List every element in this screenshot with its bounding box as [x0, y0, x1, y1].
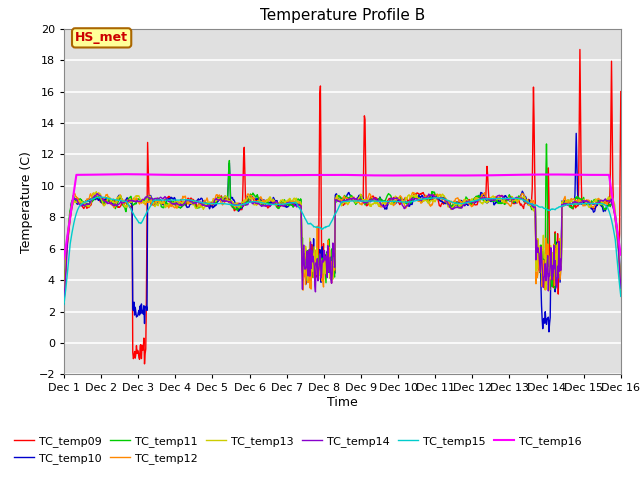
TC_temp10 [60, 300, 68, 306]
TC_temp15 [457, 201, 465, 206]
TC_temp09 [541, 258, 549, 264]
TC_temp14 [122, 198, 129, 204]
TC_temp10 [541, 320, 548, 326]
TC_temp12 [121, 200, 129, 205]
TC_temp16 [617, 252, 625, 258]
TC_temp10 [479, 192, 487, 198]
TC_temp12 [541, 287, 549, 293]
TC_temp13 [122, 204, 129, 209]
TC_temp13 [617, 288, 625, 294]
TC_temp09 [121, 199, 129, 205]
TC_temp10 [456, 200, 464, 205]
TC_temp14 [480, 196, 488, 202]
TC_temp13 [299, 259, 307, 265]
TC_temp14 [617, 286, 625, 291]
TC_temp14 [60, 298, 68, 304]
TC_temp10 [121, 198, 129, 204]
Line: TC_temp11: TC_temp11 [64, 144, 621, 302]
Line: TC_temp12: TC_temp12 [64, 192, 621, 303]
TC_temp11 [543, 141, 550, 147]
TC_temp15 [299, 211, 307, 216]
Legend: TC_temp09, TC_temp10, TC_temp11, TC_temp12, TC_temp13, TC_temp14, TC_temp15, TC_: TC_temp09, TC_temp10, TC_temp11, TC_temp… [10, 432, 586, 468]
TC_temp10 [298, 257, 306, 263]
TC_temp14 [457, 204, 465, 210]
X-axis label: Time: Time [327, 396, 358, 409]
TC_temp09 [299, 270, 307, 276]
TC_temp12 [298, 260, 306, 265]
TC_temp11 [479, 197, 487, 203]
TC_temp15 [205, 201, 213, 206]
TC_temp12 [457, 200, 465, 205]
TC_temp16 [480, 172, 488, 178]
TC_temp11 [298, 261, 306, 266]
Line: TC_temp15: TC_temp15 [64, 197, 621, 304]
TC_temp15 [617, 293, 625, 299]
TC_temp13 [480, 199, 488, 205]
TC_temp13 [541, 252, 549, 258]
TC_temp11 [617, 288, 625, 294]
TC_temp16 [299, 172, 307, 178]
TC_temp11 [60, 299, 68, 305]
TC_temp12 [480, 191, 488, 197]
TC_temp13 [92, 189, 100, 194]
TC_temp09 [60, 297, 68, 303]
TC_temp09 [480, 196, 488, 202]
TC_temp16 [541, 172, 549, 178]
TC_temp14 [205, 202, 213, 207]
TC_temp14 [541, 261, 549, 267]
TC_temp15 [122, 198, 129, 204]
TC_temp09 [205, 201, 213, 207]
TC_temp12 [205, 201, 212, 206]
TC_temp09 [457, 203, 465, 208]
TC_temp10 [545, 329, 553, 335]
TC_temp16 [457, 173, 465, 179]
TC_temp11 [456, 205, 464, 211]
TC_temp16 [121, 171, 129, 177]
TC_temp16 [205, 172, 213, 178]
TC_temp09 [576, 47, 584, 52]
TC_temp12 [60, 300, 68, 306]
TC_temp14 [93, 191, 101, 197]
Text: HS_met: HS_met [75, 31, 128, 44]
Y-axis label: Temperature (C): Temperature (C) [20, 151, 33, 252]
TC_temp11 [121, 204, 129, 210]
TC_temp15 [97, 194, 104, 200]
TC_temp11 [541, 261, 548, 267]
TC_temp15 [60, 301, 68, 307]
TC_temp10 [205, 204, 212, 209]
Line: TC_temp09: TC_temp09 [64, 49, 621, 364]
TC_temp13 [457, 202, 465, 208]
TC_temp14 [299, 287, 307, 292]
Line: TC_temp13: TC_temp13 [64, 192, 621, 301]
TC_temp13 [60, 299, 68, 304]
TC_temp16 [122, 171, 130, 177]
TC_temp16 [60, 256, 68, 262]
Line: TC_temp16: TC_temp16 [64, 174, 621, 259]
TC_temp11 [205, 202, 212, 207]
TC_temp15 [480, 196, 488, 202]
TC_temp10 [572, 131, 580, 136]
TC_temp15 [541, 205, 549, 211]
Line: TC_temp14: TC_temp14 [64, 194, 621, 301]
TC_temp10 [617, 286, 625, 291]
TC_temp09 [141, 361, 148, 367]
TC_temp12 [617, 288, 625, 294]
TC_temp13 [205, 199, 213, 205]
TC_temp09 [617, 89, 625, 95]
Line: TC_temp10: TC_temp10 [64, 133, 621, 332]
TC_temp12 [409, 190, 417, 195]
Title: Temperature Profile B: Temperature Profile B [260, 9, 425, 24]
